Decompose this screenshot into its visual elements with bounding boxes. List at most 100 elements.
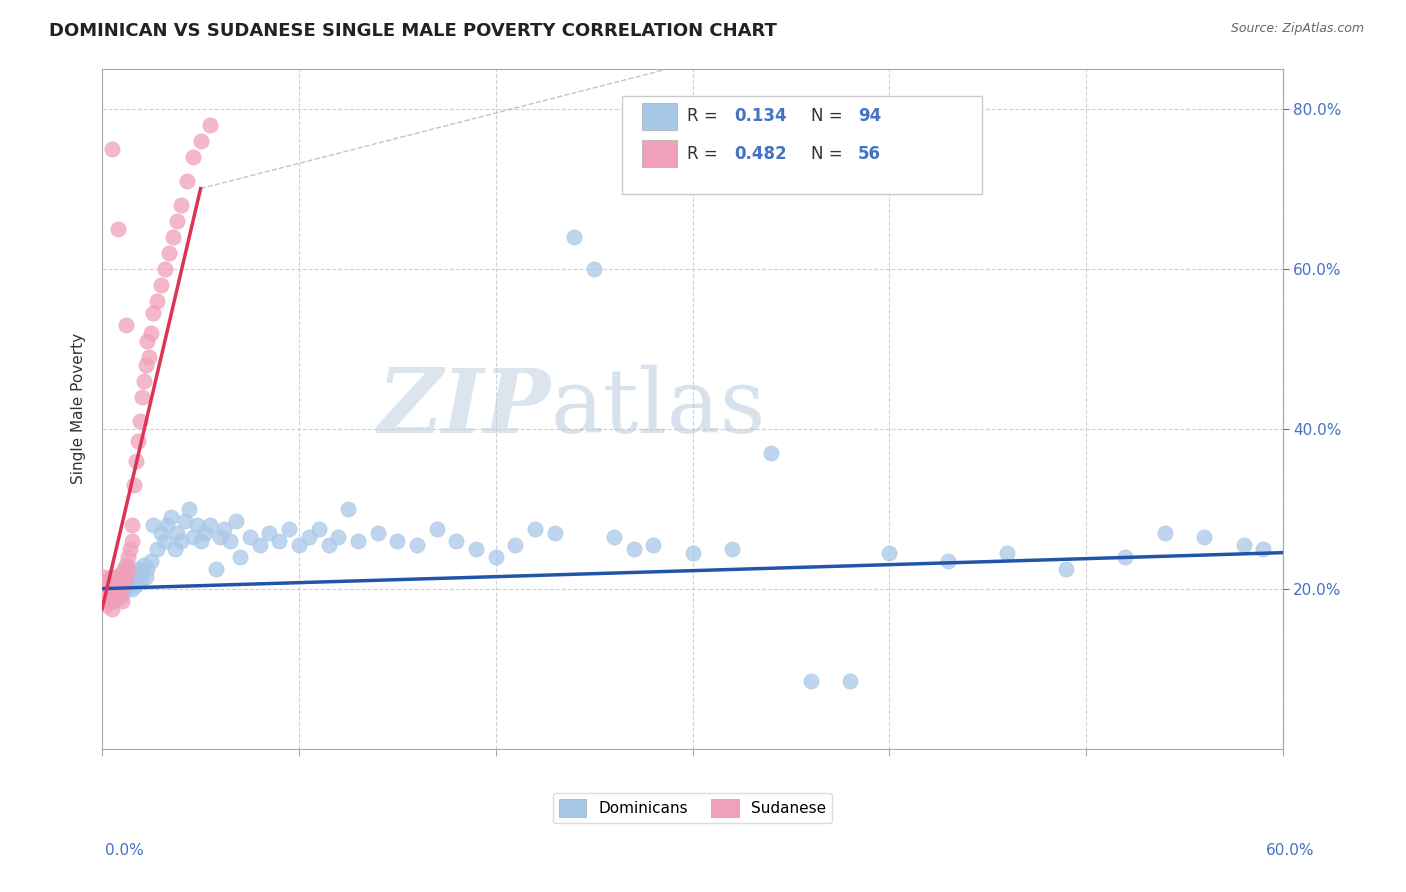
Point bbox=[150, 525, 173, 540]
Text: N =: N = bbox=[811, 145, 848, 162]
Text: DOMINICAN VS SUDANESE SINGLE MALE POVERTY CORRELATION CHART: DOMINICAN VS SUDANESE SINGLE MALE POVERT… bbox=[49, 22, 778, 40]
Point bbox=[328, 530, 350, 544]
Point bbox=[94, 598, 117, 612]
Point bbox=[112, 574, 135, 588]
Point bbox=[318, 538, 340, 552]
Point bbox=[761, 445, 783, 459]
Point bbox=[879, 546, 901, 560]
Point bbox=[839, 673, 862, 688]
Point bbox=[166, 525, 188, 540]
Point bbox=[138, 350, 160, 364]
Point bbox=[938, 554, 960, 568]
Point bbox=[643, 538, 665, 552]
Point bbox=[239, 530, 262, 544]
Point bbox=[103, 582, 125, 596]
Point bbox=[721, 541, 744, 556]
Point bbox=[1232, 538, 1254, 552]
Text: 0.0%: 0.0% bbox=[105, 843, 145, 858]
Point bbox=[193, 525, 215, 540]
Point bbox=[160, 509, 183, 524]
Point bbox=[107, 585, 129, 599]
Point bbox=[623, 541, 645, 556]
Point bbox=[103, 577, 125, 591]
Point bbox=[117, 549, 139, 564]
Point bbox=[1251, 541, 1274, 556]
Point bbox=[101, 582, 124, 596]
Point bbox=[337, 501, 360, 516]
Point bbox=[153, 261, 176, 276]
Point bbox=[97, 585, 120, 599]
Point bbox=[446, 533, 468, 548]
Point bbox=[131, 390, 153, 404]
Point bbox=[190, 134, 212, 148]
Point bbox=[132, 558, 155, 572]
Point bbox=[101, 569, 124, 583]
Point bbox=[163, 541, 186, 556]
Point bbox=[114, 569, 136, 583]
Point bbox=[347, 533, 370, 548]
Point bbox=[118, 541, 141, 556]
Point bbox=[150, 277, 173, 292]
Point bbox=[367, 525, 389, 540]
Point bbox=[117, 562, 139, 576]
Point bbox=[108, 590, 131, 604]
Point bbox=[104, 577, 127, 591]
Point bbox=[406, 538, 429, 552]
Text: N =: N = bbox=[811, 107, 848, 125]
Point bbox=[1192, 530, 1215, 544]
Point bbox=[103, 574, 125, 588]
Point bbox=[121, 566, 143, 580]
Point bbox=[995, 546, 1018, 560]
Point bbox=[128, 574, 150, 588]
Point bbox=[108, 590, 131, 604]
Point bbox=[132, 374, 155, 388]
Point bbox=[131, 566, 153, 580]
Point bbox=[142, 305, 165, 319]
Point bbox=[124, 577, 146, 591]
Text: Source: ZipAtlas.com: Source: ZipAtlas.com bbox=[1230, 22, 1364, 36]
Point bbox=[94, 582, 117, 596]
Point bbox=[156, 517, 179, 532]
Point bbox=[114, 569, 136, 583]
Text: R =: R = bbox=[686, 107, 723, 125]
Point bbox=[209, 530, 232, 544]
Point bbox=[1153, 525, 1175, 540]
Point bbox=[122, 569, 145, 583]
Point bbox=[93, 569, 115, 583]
Point bbox=[603, 530, 626, 544]
Point bbox=[112, 562, 135, 576]
Point bbox=[104, 585, 127, 599]
Point bbox=[146, 293, 169, 308]
Point bbox=[142, 517, 165, 532]
Point bbox=[107, 221, 129, 235]
Point bbox=[103, 593, 125, 607]
Point bbox=[101, 601, 124, 615]
FancyBboxPatch shape bbox=[621, 95, 981, 194]
Point bbox=[127, 434, 149, 448]
Point bbox=[229, 549, 252, 564]
Point bbox=[269, 533, 291, 548]
Point bbox=[111, 593, 134, 607]
Point bbox=[505, 538, 527, 552]
Point bbox=[524, 522, 547, 536]
Point bbox=[278, 522, 301, 536]
Text: 94: 94 bbox=[858, 107, 882, 125]
Point bbox=[117, 562, 139, 576]
Point bbox=[1114, 549, 1136, 564]
Point bbox=[1054, 562, 1077, 576]
Point bbox=[107, 569, 129, 583]
Point bbox=[173, 514, 195, 528]
Point bbox=[108, 569, 131, 583]
Legend: Dominicans, Sudanese: Dominicans, Sudanese bbox=[553, 793, 832, 822]
Point bbox=[153, 533, 176, 548]
Point bbox=[121, 533, 143, 548]
Point bbox=[162, 229, 184, 244]
Point bbox=[177, 501, 200, 516]
Text: 56: 56 bbox=[858, 145, 880, 162]
Point bbox=[134, 569, 156, 583]
Point bbox=[121, 582, 143, 596]
Point bbox=[111, 566, 134, 580]
Point bbox=[682, 546, 704, 560]
Point bbox=[107, 574, 129, 588]
Point bbox=[136, 562, 159, 576]
